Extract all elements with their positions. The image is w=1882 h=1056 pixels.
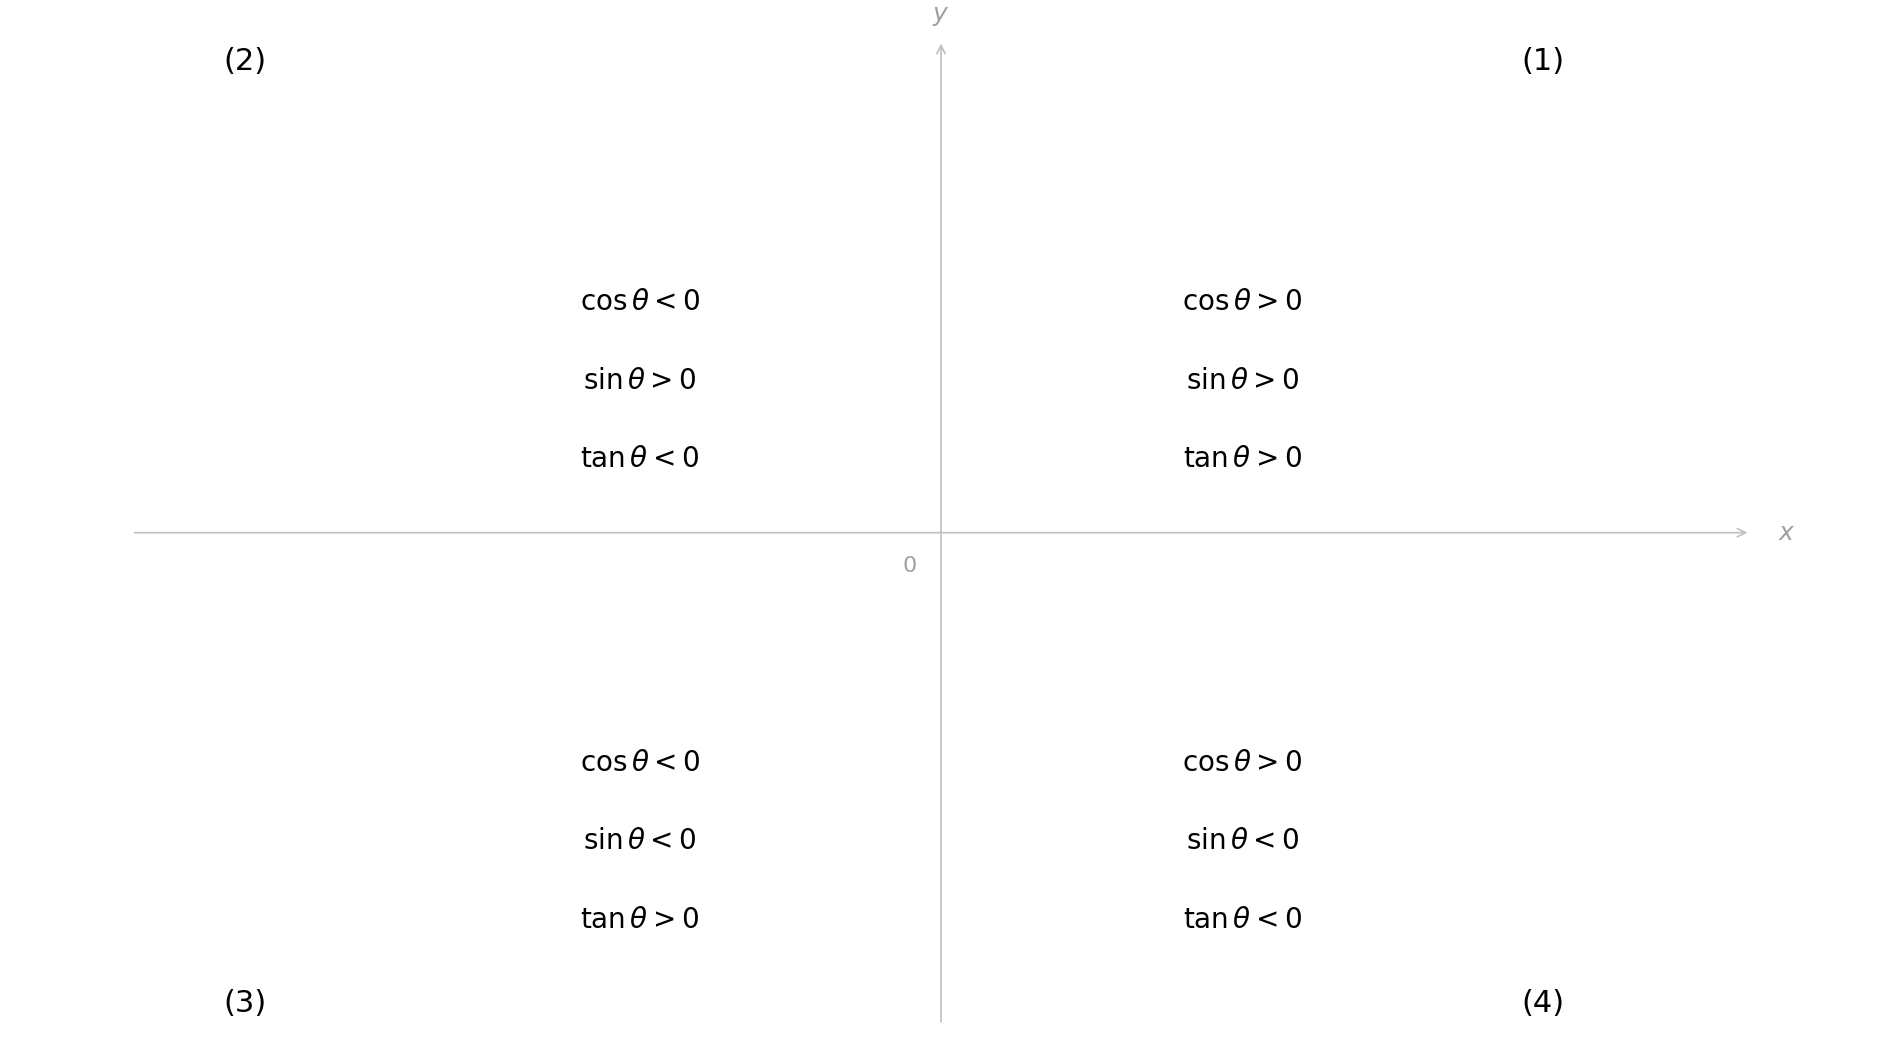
Text: $\tan\theta > 0$: $\tan\theta > 0$: [1182, 446, 1302, 473]
Text: $\cos\theta > 0$: $\cos\theta > 0$: [1182, 749, 1302, 777]
Text: (3): (3): [224, 989, 265, 1018]
Text: $\sin\theta < 0$: $\sin\theta < 0$: [583, 828, 696, 855]
Text: $y$: $y$: [932, 4, 950, 29]
Text: $\sin\theta < 0$: $\sin\theta < 0$: [1186, 828, 1299, 855]
Text: $\tan\theta < 0$: $\tan\theta < 0$: [580, 446, 700, 473]
Text: $\cos\theta > 0$: $\cos\theta > 0$: [1182, 288, 1302, 317]
Text: $0$: $0$: [901, 555, 917, 576]
Text: $\tan\theta > 0$: $\tan\theta > 0$: [580, 906, 700, 934]
Text: $\cos\theta < 0$: $\cos\theta < 0$: [580, 288, 700, 317]
Text: (2): (2): [224, 48, 265, 76]
Text: $\cos\theta < 0$: $\cos\theta < 0$: [580, 749, 700, 777]
Text: $\sin\theta > 0$: $\sin\theta > 0$: [1186, 366, 1299, 395]
Text: (1): (1): [1523, 48, 1564, 76]
Text: (4): (4): [1523, 989, 1564, 1018]
Text: $\sin\theta > 0$: $\sin\theta > 0$: [583, 366, 696, 395]
Text: $x$: $x$: [1778, 521, 1795, 545]
Text: $\tan\theta < 0$: $\tan\theta < 0$: [1182, 906, 1302, 934]
